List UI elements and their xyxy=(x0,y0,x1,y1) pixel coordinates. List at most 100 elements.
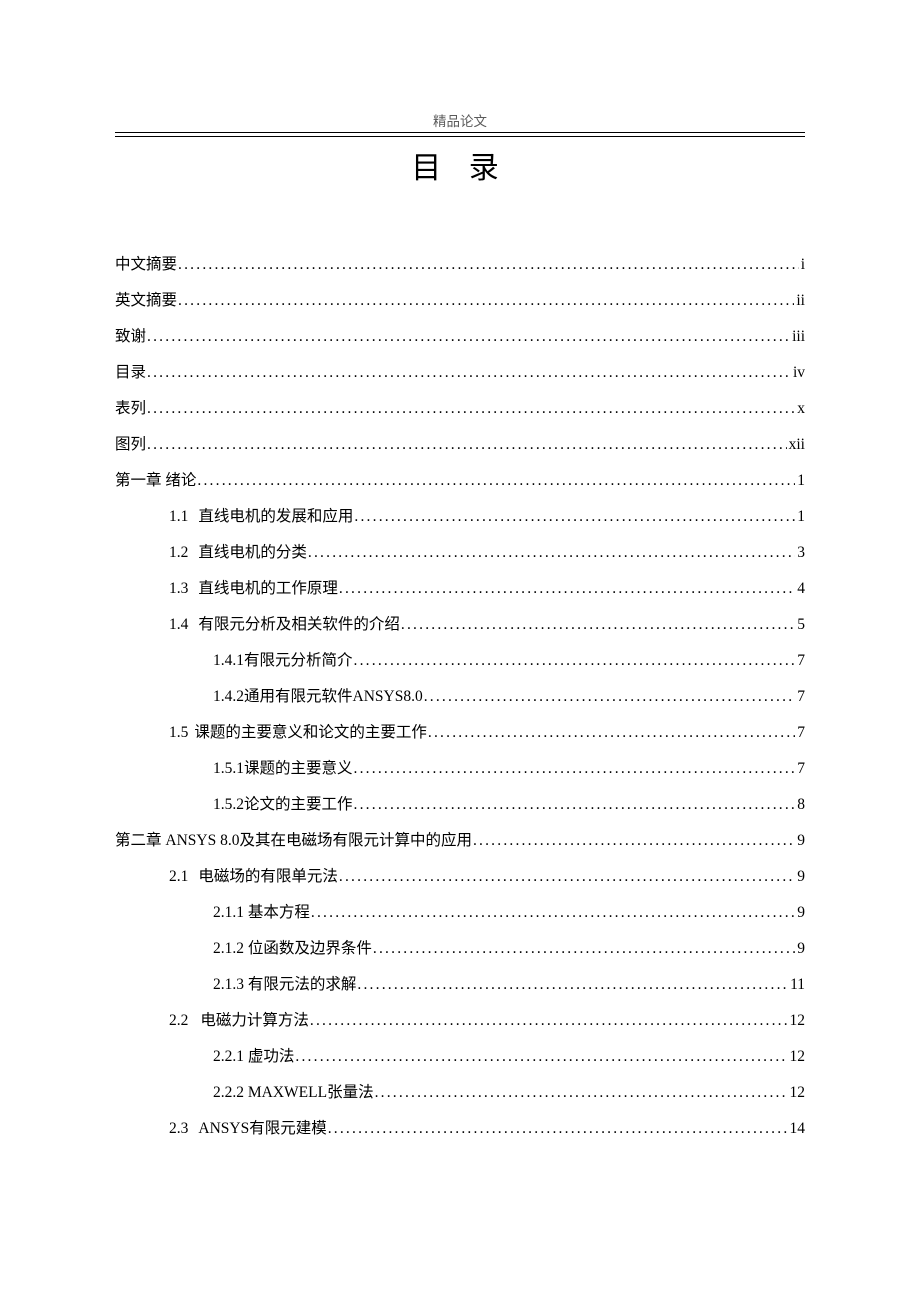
toc-entry: 1.4.1有限元分析简介7 xyxy=(213,653,805,669)
toc-entry-label: 2.2.2 MAXWELL张量法 xyxy=(213,1085,374,1101)
toc-entry-number: 1.2 xyxy=(169,544,188,561)
toc-entry-label: 1.1直线电机的发展和应用 xyxy=(169,509,353,525)
toc-entry-page: 9 xyxy=(797,905,805,921)
toc-entry-page: i xyxy=(801,257,805,273)
toc-leader-dots xyxy=(328,1121,788,1137)
toc-leader-dots xyxy=(295,1049,787,1065)
toc-entry-label: 2.1.1 基本方程 xyxy=(213,905,310,921)
toc-leader-dots xyxy=(428,725,795,741)
toc-entry: 2.1电磁场的有限单元法9 xyxy=(169,869,805,885)
toc-entry-page: 9 xyxy=(797,869,805,885)
toc-entry-page: 11 xyxy=(790,977,805,993)
toc-entry-page: x xyxy=(797,401,805,417)
toc-leader-dots xyxy=(424,689,796,705)
toc-entry: 2.3ANSYS有限元建模 14 xyxy=(169,1121,805,1137)
toc-leader-dots xyxy=(178,293,794,309)
toc-entry-label: 英文摘要 xyxy=(115,293,177,309)
toc-leader-dots xyxy=(178,257,799,273)
toc-entry-page: 14 xyxy=(790,1121,806,1137)
toc-entry: 目录 iv xyxy=(115,365,805,381)
toc-entry-page: 9 xyxy=(797,941,805,957)
toc-leader-dots xyxy=(354,653,796,669)
toc-leader-dots xyxy=(401,617,795,633)
toc-entry-label: 致谢 xyxy=(115,329,146,345)
toc-entry: 1.1直线电机的发展和应用 1 xyxy=(169,509,805,525)
toc-entry: 1.2直线电机的分类 3 xyxy=(169,545,805,561)
toc-entry-number: 1.5 xyxy=(169,724,188,741)
toc-entry-label: 第一章 绪论 xyxy=(115,473,196,489)
toc-entry: 1.4有限元分析及相关软件的介绍 5 xyxy=(169,617,805,633)
toc-entry-label: 2.3ANSYS有限元建模 xyxy=(169,1121,327,1137)
toc-entry: 1.5课题的主要意义和论文的主要工作 7 xyxy=(169,725,805,741)
toc-leader-dots xyxy=(354,761,796,777)
toc-entry: 1.5.2论文的主要工作 8 xyxy=(213,797,805,813)
toc-leader-dots xyxy=(147,365,791,381)
toc-entry: 英文摘要ii xyxy=(115,293,805,309)
toc-entry: 第二章 ANSYS 8.0及其在电磁场有限元计算中的应用9 xyxy=(115,833,805,849)
toc-entry-page: 7 xyxy=(797,653,805,669)
toc-entry-label: 1.5课题的主要意义和论文的主要工作 xyxy=(169,725,427,741)
toc-entry-page: 7 xyxy=(797,725,805,741)
toc-leader-dots xyxy=(339,581,795,597)
toc-entry-label: 1.5.2论文的主要工作 xyxy=(213,797,353,813)
toc-entry-page: 1 xyxy=(797,509,805,525)
toc-entry: 2.1.3 有限元法的求解 11 xyxy=(213,977,805,993)
toc-leader-dots xyxy=(375,1085,788,1101)
toc-entry-page: 1 xyxy=(797,473,805,489)
toc-entry-page: xii xyxy=(789,437,805,453)
toc-entry-label: 2.1.3 有限元法的求解 xyxy=(213,977,356,993)
header-rule xyxy=(115,132,805,137)
toc-entry-number: 1.1 xyxy=(169,508,188,525)
toc-entry-label: 表列 xyxy=(115,401,146,417)
toc-entry: 图列 xii xyxy=(115,437,805,453)
toc-entry-label: 1.4有限元分析及相关软件的介绍 xyxy=(169,617,400,633)
toc-entry-label: 2.2电磁力计算方法 xyxy=(169,1013,309,1029)
toc-entry: 表列 x xyxy=(115,401,805,417)
toc-entry-label: 1.4.2通用有限元软件ANSYS8.0 xyxy=(213,689,423,705)
toc-entry-page: 7 xyxy=(797,689,805,705)
toc-entry-number: 2.2 xyxy=(169,1012,188,1029)
toc-leader-dots xyxy=(373,941,795,957)
toc-entry: 致谢 iii xyxy=(115,329,805,345)
toc-entry: 1.3直线电机的工作原理 4 xyxy=(169,581,805,597)
header-category-label: 精品论文 xyxy=(115,110,805,132)
toc-leader-dots xyxy=(354,797,796,813)
toc-entry-page: 3 xyxy=(797,545,805,561)
toc-entry-label: 图列 xyxy=(115,437,146,453)
toc-leader-dots xyxy=(147,329,790,345)
toc-leader-dots xyxy=(197,473,795,489)
toc-entry: 2.2.1 虚功法 12 xyxy=(213,1049,805,1065)
toc-list: 中文摘要i英文摘要ii致谢iii目录iv表列x图列xii第一章 绪论11.1直线… xyxy=(115,257,805,1137)
toc-entry-page: iv xyxy=(793,365,805,381)
toc-entry: 中文摘要 i xyxy=(115,257,805,273)
toc-entry-label: 2.2.1 虚功法 xyxy=(213,1049,294,1065)
toc-entry-number: 1.4 xyxy=(169,616,188,633)
toc-leader-dots xyxy=(310,1013,788,1029)
toc-entry-label: 1.3直线电机的工作原理 xyxy=(169,581,338,597)
toc-entry-number: 1.3 xyxy=(169,580,188,597)
toc-entry-label: 目录 xyxy=(115,365,146,381)
toc-title: 目 录 xyxy=(115,143,805,187)
toc-entry: 1.5.1课题的主要意义 7 xyxy=(213,761,805,777)
toc-entry-page: 4 xyxy=(797,581,805,597)
toc-entry-number: 2.3 xyxy=(169,1120,188,1137)
toc-entry-label: 1.2直线电机的分类 xyxy=(169,545,307,561)
toc-entry-page: 5 xyxy=(797,617,805,633)
toc-leader-dots xyxy=(357,977,788,993)
toc-entry: 第一章 绪论 1 xyxy=(115,473,805,489)
toc-entry-page: 8 xyxy=(797,797,805,813)
toc-entry-page: 12 xyxy=(790,1049,806,1065)
document-page: 精品论文 目 录 中文摘要 i 英文摘要ii 致谢 iii 目录 iv 表列 x 图列 xii 第一章… xyxy=(0,0,920,1237)
toc-entry: 1.4.2通用有限元软件ANSYS8.0 7 xyxy=(213,689,805,705)
toc-leader-dots xyxy=(339,869,795,885)
toc-entry-page: 7 xyxy=(797,761,805,777)
toc-entry-page: 12 xyxy=(790,1013,806,1029)
toc-entry-page: 12 xyxy=(790,1085,806,1101)
toc-entry-number: 2.1 xyxy=(169,868,188,885)
toc-leader-dots xyxy=(147,437,787,453)
toc-entry: 2.1.1 基本方程 9 xyxy=(213,905,805,921)
toc-entry-label: 中文摘要 xyxy=(115,257,177,273)
toc-entry-label: 1.5.1课题的主要意义 xyxy=(213,761,353,777)
toc-entry-page: iii xyxy=(792,329,805,345)
toc-entry: 2.2电磁力计算方法 12 xyxy=(169,1013,805,1029)
